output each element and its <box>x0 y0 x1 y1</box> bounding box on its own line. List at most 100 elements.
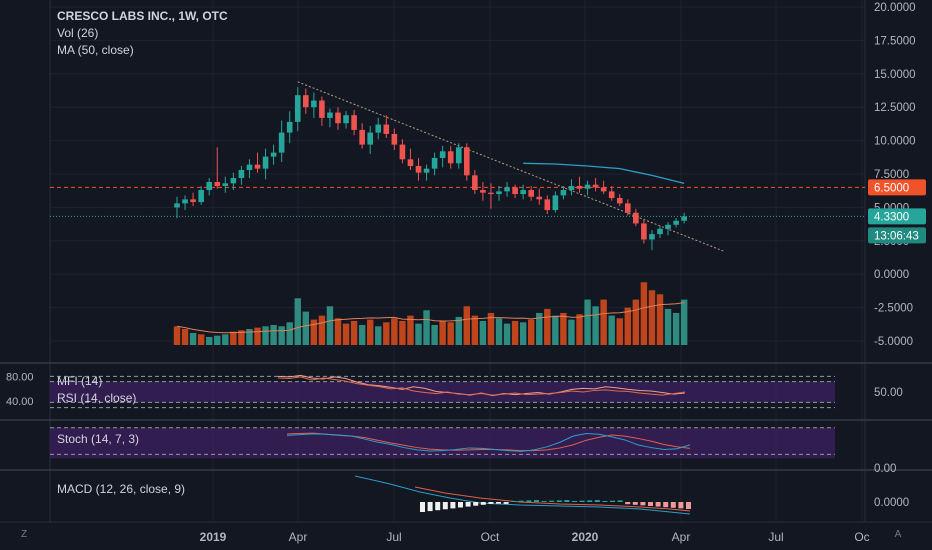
time-tick-label: 2020 <box>572 530 599 544</box>
volume-bar <box>624 307 631 346</box>
last-price-tag: 4.3300 <box>874 211 909 223</box>
rsi-legend: RSI (14, close) <box>57 391 137 405</box>
volume-bar <box>375 326 382 346</box>
volume-bar <box>189 332 197 346</box>
candle-body <box>343 115 349 124</box>
volume-ma-line <box>176 302 685 334</box>
volume-bar <box>447 322 454 346</box>
mfi-line <box>277 374 685 397</box>
volume-bar <box>238 330 245 346</box>
macd-signal-line <box>414 486 691 512</box>
volume-bar <box>350 320 358 346</box>
time-tick-label: Jul <box>386 530 401 544</box>
candle-body <box>665 224 671 229</box>
horizontal-line-tag: 6.5000 <box>874 182 909 194</box>
volume-bar <box>230 331 237 346</box>
price-tick-label: 17.5000 <box>874 35 916 47</box>
macd-histogram-bar <box>450 502 456 509</box>
macd-histogram-bar <box>458 502 463 508</box>
macd-histogram-bar <box>655 502 661 507</box>
volume-legend: Vol (26) <box>57 26 99 40</box>
price-tick-label: 12.5000 <box>874 102 916 114</box>
volume-bar <box>342 323 350 346</box>
macd-histogram-bar <box>541 501 547 502</box>
volume-bar <box>181 328 189 346</box>
volume-bar <box>640 282 648 346</box>
candle-body <box>600 187 607 192</box>
candle-body <box>407 159 414 166</box>
rsi-left-tick: 40.00 <box>6 396 34 408</box>
candle-body <box>439 151 446 158</box>
volume-bar <box>278 326 285 346</box>
volume-bar <box>391 318 398 346</box>
macd-histogram-bar <box>526 500 532 502</box>
rsi-left-tick: 80.00 <box>6 371 34 383</box>
volume-bar <box>648 290 656 346</box>
macd-histogram-bar <box>549 500 555 502</box>
volume-bar <box>672 312 680 346</box>
volume-bar <box>214 335 221 346</box>
macd-histogram-bar <box>602 501 608 502</box>
candle-body <box>552 195 559 211</box>
candle-body <box>681 216 687 221</box>
candle-body <box>319 100 325 118</box>
macd-histogram-bar <box>610 500 615 502</box>
macd-histogram-bar <box>564 500 570 502</box>
volume-bar <box>415 323 422 346</box>
macd-histogram-bar <box>648 502 653 506</box>
candle-body <box>230 178 237 184</box>
macd-histogram-bar <box>435 502 441 511</box>
ma-legend: MA (50, close) <box>57 43 134 57</box>
stoch-right-tick: 0.00 <box>874 463 896 475</box>
macd-histogram-bar <box>534 500 539 502</box>
candle-body <box>190 199 196 203</box>
volume-bar <box>664 308 672 346</box>
candle-body <box>625 203 631 213</box>
macd-legend: MACD (12, 26, close, 9) <box>57 482 186 496</box>
auto-scale-icon[interactable]: A <box>894 529 902 540</box>
candle-body <box>214 182 221 187</box>
volume-bar <box>495 318 503 346</box>
candle-body <box>198 190 204 203</box>
volume-bar <box>326 306 334 346</box>
price-tick-label: 10.0000 <box>874 136 916 148</box>
candle-body <box>254 164 261 169</box>
time-tick-label: 2019 <box>200 530 227 544</box>
volume-bar <box>656 294 664 346</box>
candle-body <box>270 152 277 157</box>
volume-bar <box>197 334 205 346</box>
volume-bar <box>455 316 462 346</box>
candle-body <box>294 95 301 122</box>
candle-body <box>528 190 534 197</box>
candle-body <box>431 157 438 169</box>
candle-body <box>657 228 663 235</box>
time-tick-label: Apr <box>672 530 691 544</box>
candle-body <box>544 199 551 211</box>
candle-body <box>641 223 647 240</box>
volume-bar <box>294 298 301 346</box>
volume-bar <box>254 327 261 346</box>
candle-body <box>504 187 510 192</box>
stoch-k-line <box>286 432 691 452</box>
rsi-line <box>277 376 685 396</box>
macd-right-tick: 0.0000 <box>874 497 909 509</box>
volume-bar <box>592 306 599 346</box>
timezone-icon[interactable]: Z <box>20 529 28 540</box>
volume-bar <box>463 306 470 346</box>
macd-histogram-bar <box>420 502 425 512</box>
chart-title: CRESCO LABS INC., 1W, OTC <box>57 9 228 23</box>
candle-body <box>383 124 390 134</box>
candle-body <box>536 196 543 200</box>
macd-histogram-bar <box>670 502 676 508</box>
last-price-tag-bg <box>868 208 926 225</box>
volume-bar <box>399 320 406 346</box>
time-tick-label: Apr <box>289 530 308 544</box>
volume-bar <box>632 299 640 346</box>
volume-bar <box>608 315 615 346</box>
candle-body <box>375 124 382 133</box>
price-tick-label: -5.0000 <box>874 336 913 348</box>
volume-bar <box>246 328 253 346</box>
candle-body <box>584 184 591 189</box>
candle-body <box>415 165 422 173</box>
